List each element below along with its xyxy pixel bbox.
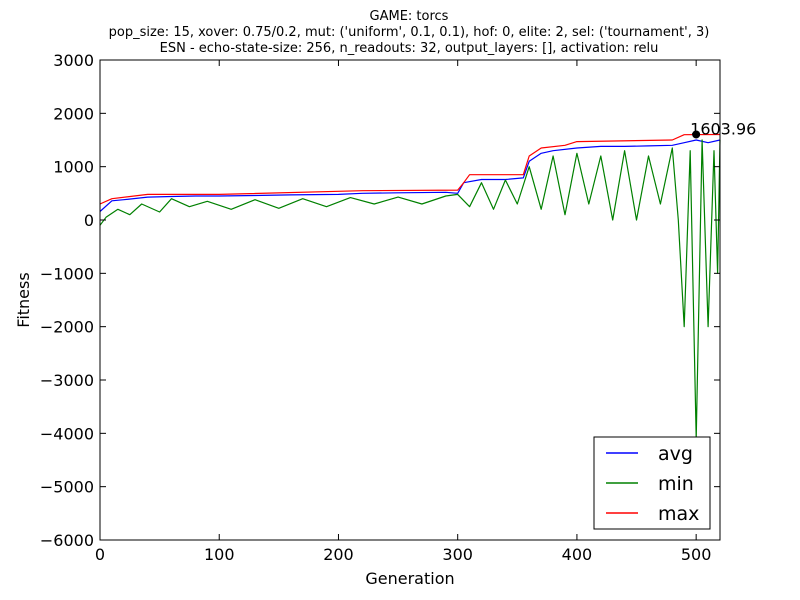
y-tick-label: −3000 xyxy=(40,371,94,390)
x-axis-label: Generation xyxy=(365,569,454,588)
annotation-point xyxy=(692,130,701,139)
annotation-label: 1603.96 xyxy=(690,119,756,138)
y-tick-label: 3000 xyxy=(53,51,94,70)
y-tick-label: −2000 xyxy=(40,318,94,337)
y-tick-label: −1000 xyxy=(40,264,94,283)
x-tick-label: 100 xyxy=(204,545,235,564)
legend-label-avg: avg xyxy=(658,443,693,465)
x-tick-label: 200 xyxy=(323,545,354,564)
legend-label-max: max xyxy=(658,503,699,525)
y-axis-label: Fitness xyxy=(14,272,33,327)
y-tick-label: −5000 xyxy=(40,478,94,497)
series-line-min xyxy=(99,139,721,440)
y-tick-label: 0 xyxy=(84,211,94,230)
series-layer xyxy=(99,133,721,440)
chart-title: GAME: torcs xyxy=(370,9,449,24)
y-tick-label: −6000 xyxy=(40,531,94,550)
series-line-avg xyxy=(99,139,721,212)
chart-subtitle-line-1: pop_size: 15, xover: 0.75/0.2, mut: ('un… xyxy=(109,25,710,40)
series-line-max xyxy=(99,133,721,205)
plot-border xyxy=(99,59,721,541)
y-tick-label: −4000 xyxy=(40,424,94,443)
legend: avg min max xyxy=(593,436,711,530)
y-tick-label: 2000 xyxy=(53,104,94,123)
chart-subtitle-line-2: ESN - echo-state-size: 256, n_readouts: … xyxy=(160,41,659,56)
legend-label-min: min xyxy=(658,473,694,495)
x-axis-ticks: 0 100 200 300 400 500 xyxy=(95,60,712,564)
x-tick-label: 300 xyxy=(442,545,473,564)
y-axis-ticks: 3000 2000 1000 0 −1000 −2000 −3000 −4000 −5000 −6… xyxy=(40,51,720,550)
x-tick-label: 400 xyxy=(562,545,593,564)
x-tick-label: 0 xyxy=(95,545,105,564)
y-tick-label: 1000 xyxy=(53,158,94,177)
x-tick-label: 500 xyxy=(681,545,712,564)
